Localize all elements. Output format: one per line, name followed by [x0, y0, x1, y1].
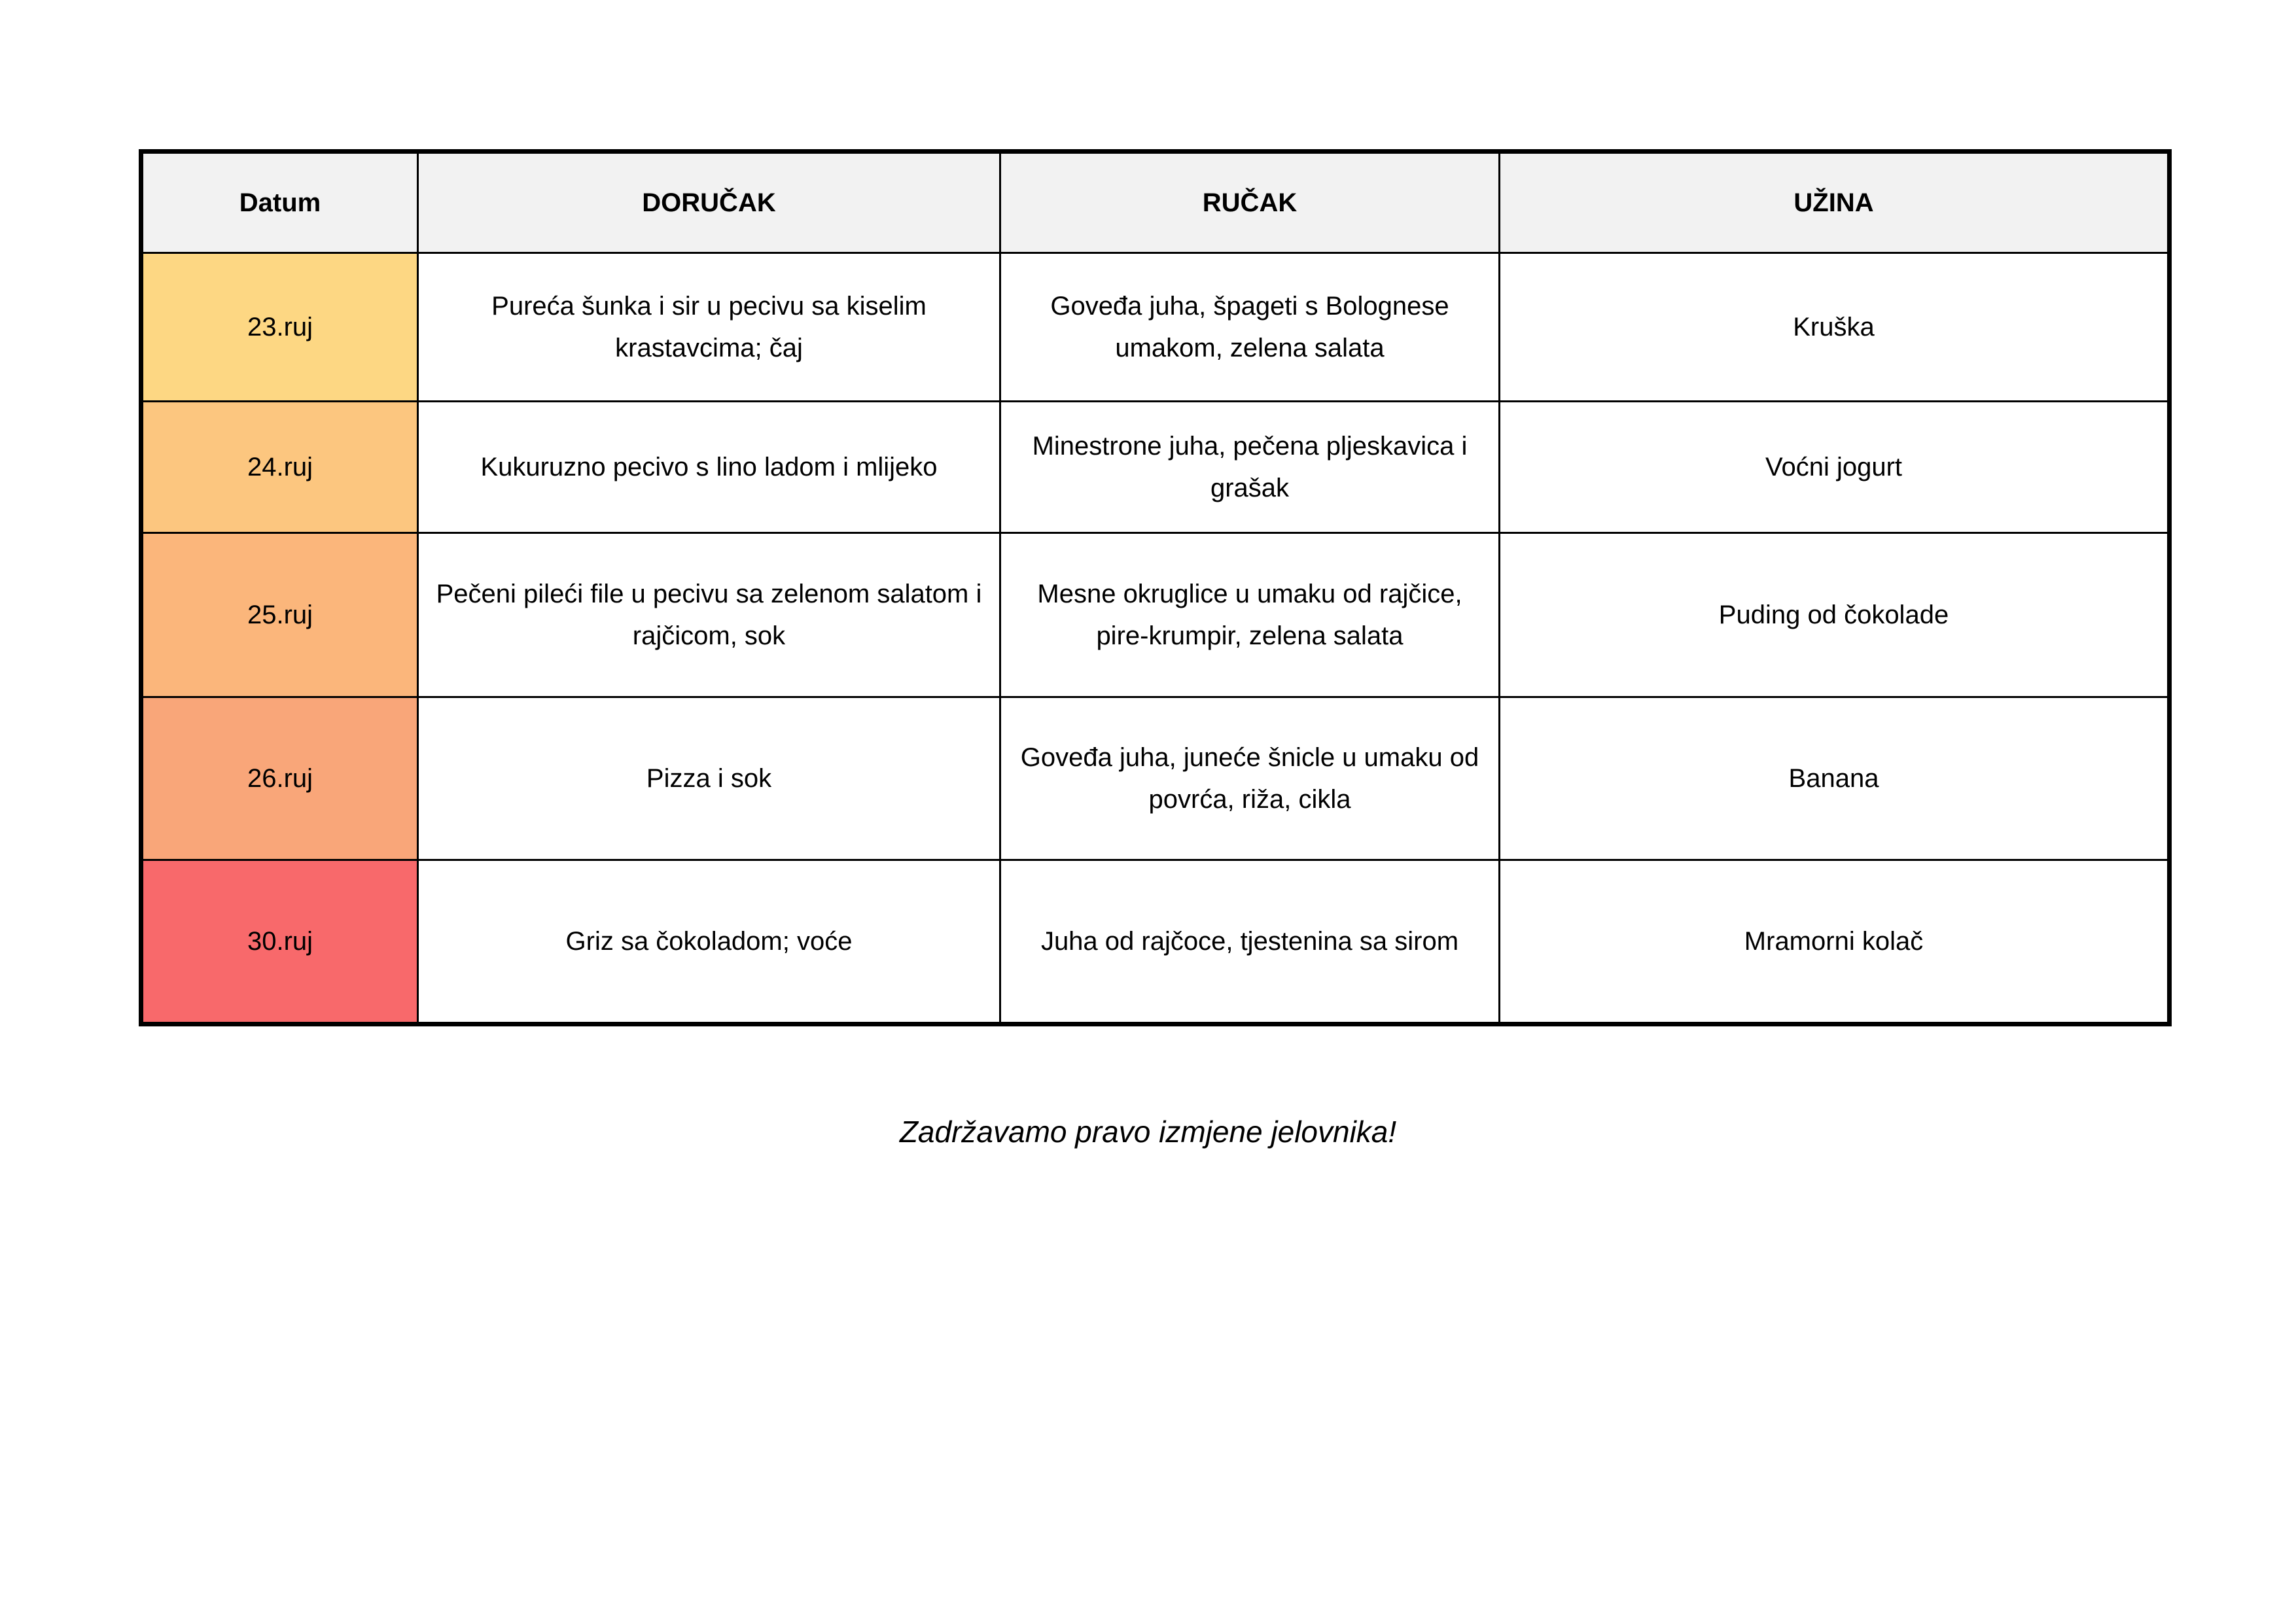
header-date: Datum — [140, 150, 419, 254]
lunch-cell: Mesne okruglice u umaku od rajčice, pire… — [999, 532, 1500, 698]
date-cell: 26.ruj — [140, 696, 419, 861]
snack-cell: Mramorni kolač — [1498, 859, 2170, 1025]
breakfast-cell: Pizza i sok — [417, 696, 1001, 861]
lunch-cell: Minestrone juha, pečena pljeskavica i gr… — [999, 400, 1500, 534]
header-breakfast: DORUČAK — [417, 150, 1001, 254]
snack-cell: Puding od čokolade — [1498, 532, 2170, 698]
snack-cell: Kruška — [1498, 252, 2170, 402]
table-row: 30.ruj Griz sa čokoladom; voće Juha od r… — [140, 859, 2170, 1025]
lunch-cell: Goveđa juha, špageti s Bolognese umakom,… — [999, 252, 1500, 402]
breakfast-cell: Kukuruzno pecivo s lino ladom i mlijeko — [417, 400, 1001, 534]
lunch-cell: Juha od rajčoce, tjestenina sa sirom — [999, 859, 1500, 1025]
snack-cell: Banana — [1498, 696, 2170, 861]
breakfast-cell: Pečeni pileći file u pecivu sa zelenom s… — [417, 532, 1001, 698]
table-row: 25.ruj Pečeni pileći file u pecivu sa ze… — [140, 532, 2170, 698]
snack-cell: Voćni jogurt — [1498, 400, 2170, 534]
header-lunch: RUČAK — [999, 150, 1500, 254]
header-snack: UŽINA — [1498, 150, 2170, 254]
date-cell: 25.ruj — [140, 532, 419, 698]
date-cell: 23.ruj — [140, 252, 419, 402]
table-row: 26.ruj Pizza i sok Goveđa juha, juneće š… — [140, 696, 2170, 861]
table-row: 24.ruj Kukuruzno pecivo s lino ladom i m… — [140, 400, 2170, 534]
breakfast-cell: Pureća šunka i sir u pecivu sa kiselim k… — [417, 252, 1001, 402]
lunch-cell: Goveđa juha, juneće šnicle u umaku od po… — [999, 696, 1500, 861]
menu-table: Datum DORUČAK RUČAK UŽINA 23.ruj Pureća … — [139, 149, 2172, 1026]
menu-change-note: Zadržavamo pravo izmjene jelovnika! — [899, 1115, 1397, 1149]
table-header-row: Datum DORUČAK RUČAK UŽINA — [140, 150, 2170, 254]
date-cell: 30.ruj — [140, 859, 419, 1025]
table-row: 23.ruj Pureća šunka i sir u pecivu sa ki… — [140, 252, 2170, 402]
breakfast-cell: Griz sa čokoladom; voće — [417, 859, 1001, 1025]
date-cell: 24.ruj — [140, 400, 419, 534]
